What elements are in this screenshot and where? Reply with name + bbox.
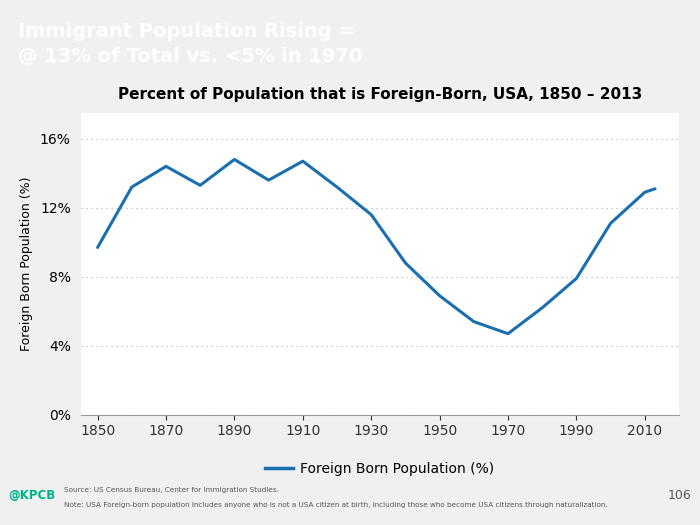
Text: Source: US Census Bureau, Center for Immigration Studies.: Source: US Census Bureau, Center for Imm… [64,487,279,492]
Text: Immigrant Population Rising =
@ 13% of Total vs. <5% in 1970: Immigrant Population Rising = @ 13% of T… [18,23,362,66]
Y-axis label: Foreign Born Population (%): Foreign Born Population (%) [20,176,33,351]
Text: @KPCB: @KPCB [8,489,56,502]
Title: Percent of Population that is Foreign-Born, USA, 1850 – 2013: Percent of Population that is Foreign-Bo… [118,87,642,102]
Text: Note: USA Foreign-born population includes anyone who is not a USA citizen at bi: Note: USA Foreign-born population includ… [64,502,608,508]
Text: 106: 106 [668,489,692,502]
Legend: Foreign Born Population (%): Foreign Born Population (%) [260,456,500,481]
